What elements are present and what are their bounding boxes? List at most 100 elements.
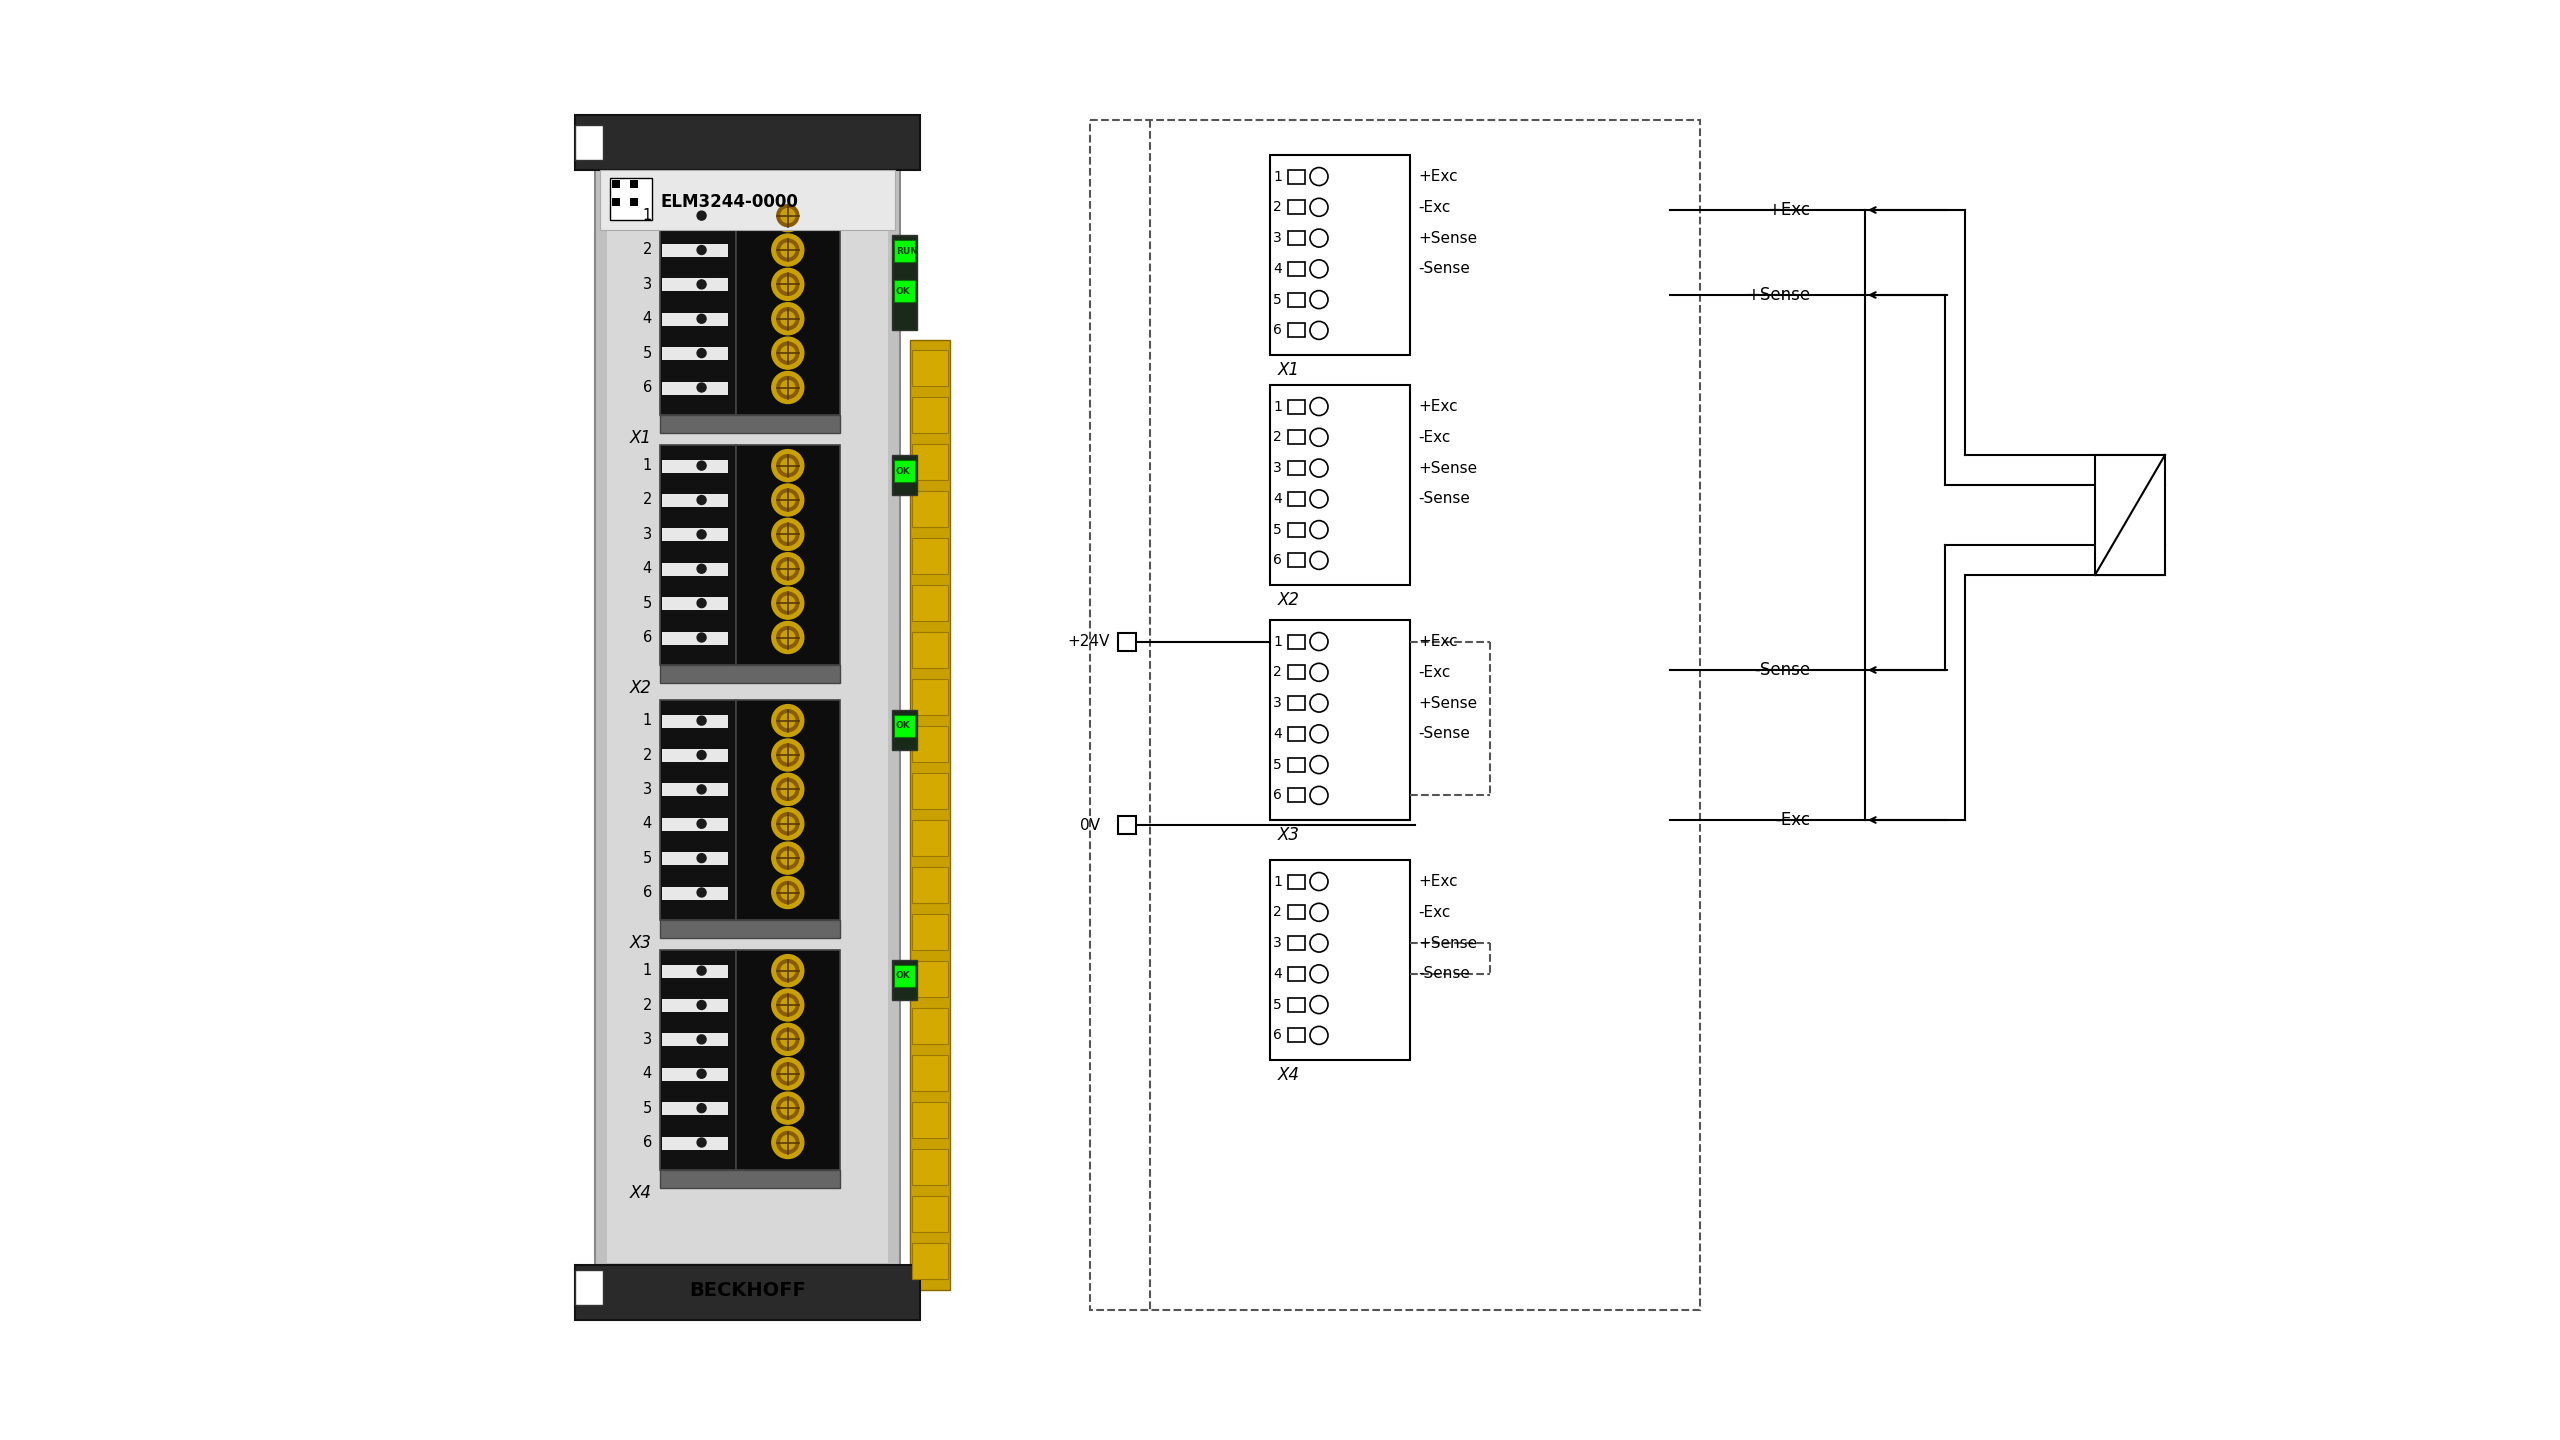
Circle shape: [1311, 459, 1329, 477]
Bar: [663, 632, 727, 645]
Text: +Sense: +Sense: [1746, 287, 1810, 304]
Circle shape: [781, 311, 794, 325]
Bar: [660, 700, 735, 920]
Bar: [1288, 1028, 1306, 1043]
Bar: [663, 999, 727, 1012]
Circle shape: [1311, 199, 1329, 216]
Text: OK: OK: [896, 721, 911, 730]
Bar: [911, 539, 947, 575]
Text: 4: 4: [1272, 492, 1283, 505]
Bar: [911, 680, 947, 716]
Text: 5: 5: [1272, 523, 1283, 537]
Bar: [663, 382, 727, 395]
Circle shape: [776, 994, 799, 1017]
Bar: [1288, 492, 1306, 505]
Circle shape: [771, 553, 804, 585]
Circle shape: [1311, 995, 1329, 1014]
Circle shape: [1311, 428, 1329, 446]
Circle shape: [696, 1138, 707, 1148]
Bar: [663, 347, 727, 360]
Bar: [1288, 966, 1306, 981]
Circle shape: [771, 808, 804, 840]
Text: 3: 3: [1272, 230, 1283, 245]
Circle shape: [781, 747, 794, 762]
Text: 1: 1: [1272, 170, 1283, 183]
Circle shape: [696, 966, 707, 975]
Text: 1: 1: [1272, 874, 1283, 888]
Circle shape: [781, 458, 794, 472]
Circle shape: [696, 1001, 707, 1009]
Circle shape: [771, 955, 804, 986]
Text: 1: 1: [1272, 399, 1283, 413]
Bar: [911, 632, 947, 668]
Bar: [663, 563, 727, 576]
Circle shape: [696, 461, 707, 469]
Bar: [1288, 696, 1306, 710]
Bar: [911, 1102, 947, 1138]
Bar: [893, 279, 914, 302]
Circle shape: [771, 1058, 804, 1090]
Bar: [891, 455, 916, 495]
Circle shape: [771, 518, 804, 550]
Circle shape: [696, 495, 707, 504]
Circle shape: [696, 1103, 707, 1113]
Bar: [911, 1197, 947, 1233]
Text: 2: 2: [1272, 665, 1283, 680]
Text: -Exc: -Exc: [1774, 811, 1810, 829]
Bar: [663, 210, 727, 223]
Text: 5: 5: [643, 1100, 653, 1116]
Text: 4: 4: [1272, 262, 1283, 276]
Text: -Sense: -Sense: [1418, 726, 1469, 742]
Text: -Exc: -Exc: [1418, 200, 1452, 215]
Bar: [893, 240, 914, 262]
Text: 1: 1: [643, 713, 653, 729]
Bar: [663, 312, 727, 325]
Circle shape: [771, 739, 804, 770]
Text: 5: 5: [1272, 757, 1283, 772]
Circle shape: [696, 1070, 707, 1079]
Text: 0V: 0V: [1080, 818, 1101, 832]
Bar: [612, 180, 620, 189]
Circle shape: [1311, 664, 1329, 681]
Bar: [911, 1243, 947, 1279]
Bar: [1288, 553, 1306, 567]
Bar: [663, 528, 727, 541]
Bar: [911, 444, 947, 480]
Text: 5: 5: [643, 851, 653, 865]
Circle shape: [781, 816, 794, 831]
Bar: [911, 350, 947, 386]
Circle shape: [696, 564, 707, 573]
Bar: [1288, 170, 1306, 183]
Text: 4: 4: [1272, 966, 1283, 981]
Circle shape: [1311, 229, 1329, 248]
Bar: [576, 115, 919, 170]
Text: 5: 5: [1272, 998, 1283, 1012]
Circle shape: [771, 1126, 804, 1159]
Text: 1: 1: [643, 458, 653, 474]
Text: X3: X3: [630, 935, 653, 952]
Circle shape: [1311, 903, 1329, 922]
Text: -Exc: -Exc: [1418, 904, 1452, 920]
Bar: [1119, 816, 1137, 834]
Circle shape: [1311, 1027, 1329, 1044]
Circle shape: [781, 886, 794, 900]
Circle shape: [776, 812, 799, 835]
Text: +Exc: +Exc: [1418, 874, 1457, 888]
Circle shape: [776, 744, 799, 766]
Circle shape: [1311, 259, 1329, 278]
Bar: [893, 965, 914, 986]
Bar: [891, 235, 916, 330]
Circle shape: [696, 854, 707, 863]
Circle shape: [781, 1067, 794, 1081]
Bar: [576, 1264, 919, 1320]
Circle shape: [771, 842, 804, 874]
Circle shape: [771, 622, 804, 654]
Text: -Sense: -Sense: [1418, 261, 1469, 276]
Bar: [663, 598, 727, 611]
Bar: [663, 278, 727, 291]
Bar: [1288, 906, 1306, 919]
Text: OK: OK: [896, 287, 911, 295]
Text: X3: X3: [1277, 827, 1300, 844]
Bar: [911, 491, 947, 527]
Circle shape: [1311, 694, 1329, 711]
